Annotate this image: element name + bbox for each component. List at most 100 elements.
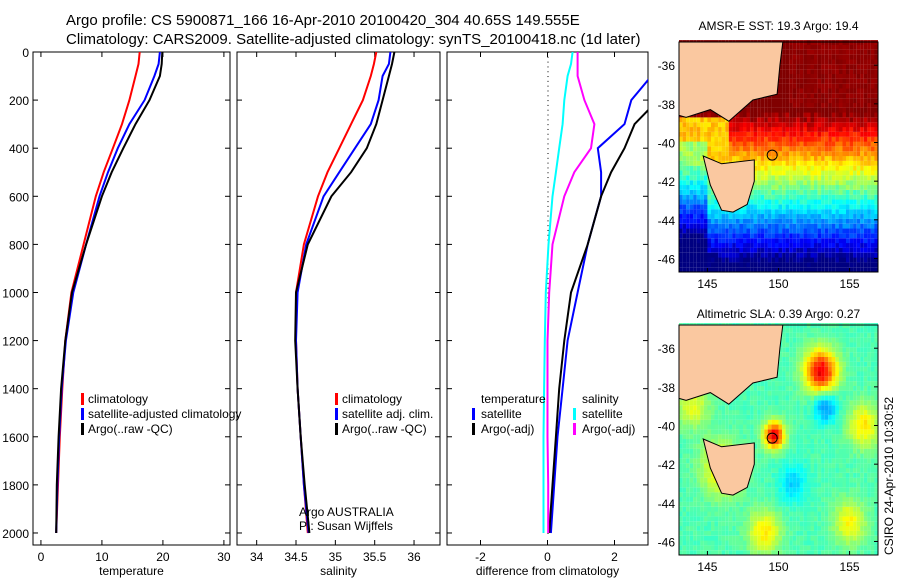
map-cell — [842, 54, 847, 60]
map-cell — [735, 209, 740, 215]
map-cell — [682, 247, 687, 253]
map-cell — [821, 405, 825, 411]
map-cell — [831, 151, 836, 157]
map-cell — [817, 361, 822, 367]
map-cell — [792, 141, 797, 147]
map-cell — [838, 233, 843, 239]
map-cell — [686, 472, 690, 478]
map-cell — [757, 204, 761, 210]
map-cell — [785, 492, 790, 498]
map-cell — [799, 69, 804, 74]
map-cell — [739, 141, 743, 147]
y-tick-label: 1400 — [2, 383, 29, 397]
map-cell — [860, 180, 864, 186]
map-cell — [792, 262, 797, 268]
map-cell — [785, 209, 790, 215]
map-cell — [689, 194, 694, 200]
map-cell — [792, 40, 797, 45]
map-cell — [718, 516, 722, 522]
legend-header: temperature — [481, 392, 546, 406]
map-cell — [824, 131, 829, 137]
map-cell — [753, 209, 758, 215]
map-cell — [757, 243, 761, 248]
map-cell — [799, 54, 804, 60]
map-cell — [686, 233, 690, 239]
map-cell — [817, 49, 822, 55]
map-cell — [728, 535, 733, 541]
map-cell — [814, 151, 818, 157]
map-cell — [764, 262, 768, 268]
map-cell — [814, 175, 818, 181]
map-cell — [718, 526, 722, 531]
map-cell — [757, 458, 761, 464]
map-cell — [870, 88, 875, 94]
map-cell — [814, 228, 818, 234]
map-cell — [757, 516, 761, 522]
map-cell — [757, 209, 761, 215]
map-cell — [753, 550, 758, 556]
map-cell — [739, 117, 743, 123]
map-cell — [828, 228, 832, 234]
map-cell — [810, 146, 815, 152]
map-cell — [721, 238, 726, 244]
map-cell — [679, 400, 683, 406]
map-cell — [846, 180, 850, 186]
map-cell — [757, 530, 761, 536]
zero-line-dot — [547, 201, 549, 203]
map-cell — [728, 545, 733, 551]
map-cell — [771, 443, 775, 449]
map-cell — [803, 83, 807, 89]
map-cell — [746, 545, 751, 551]
map-cell — [767, 419, 772, 425]
map-cell — [821, 59, 825, 65]
map-cell — [696, 468, 701, 473]
map-cell — [810, 141, 815, 147]
map-cell — [714, 214, 719, 219]
map-cell — [828, 102, 832, 108]
map-cell — [771, 189, 775, 195]
map-cell — [853, 117, 857, 123]
map-cell — [874, 214, 878, 219]
map-cell — [828, 127, 832, 132]
map-cell — [703, 238, 708, 244]
map-cell — [810, 337, 815, 343]
map-cell — [700, 395, 704, 401]
map-cell — [782, 448, 786, 454]
map-cell — [703, 170, 708, 176]
map-cell — [771, 93, 775, 99]
map-cell — [771, 526, 775, 531]
map-cell — [735, 243, 740, 248]
map-cell — [700, 501, 704, 507]
map-cell — [782, 78, 786, 84]
map-cell — [718, 501, 722, 507]
map-cell — [835, 223, 839, 229]
map-cell — [711, 131, 715, 137]
map-cell — [831, 233, 836, 239]
map-cell — [867, 243, 871, 248]
map-cell — [735, 156, 740, 161]
map-cell — [778, 395, 783, 401]
map-cell — [782, 434, 786, 440]
map-cell — [828, 189, 832, 195]
map-cell — [689, 209, 694, 215]
map-cell — [846, 194, 850, 200]
map-cell — [874, 243, 878, 248]
map-cell — [714, 117, 719, 123]
map-cell — [803, 127, 807, 132]
map-cell — [831, 267, 836, 273]
map-cell — [792, 371, 797, 377]
map-cell — [696, 477, 701, 483]
map-cell — [789, 492, 793, 498]
map-cell — [796, 214, 800, 219]
map-cell — [796, 151, 800, 157]
map-cell — [806, 535, 811, 541]
map-cell — [693, 146, 697, 152]
map-cell — [760, 405, 765, 411]
map-cell — [682, 448, 687, 454]
map-cell — [796, 545, 800, 551]
map-cell — [796, 482, 800, 488]
map-cell — [856, 73, 861, 79]
map-cell — [838, 214, 843, 219]
map-cell — [814, 170, 818, 176]
map-cell — [728, 419, 733, 425]
